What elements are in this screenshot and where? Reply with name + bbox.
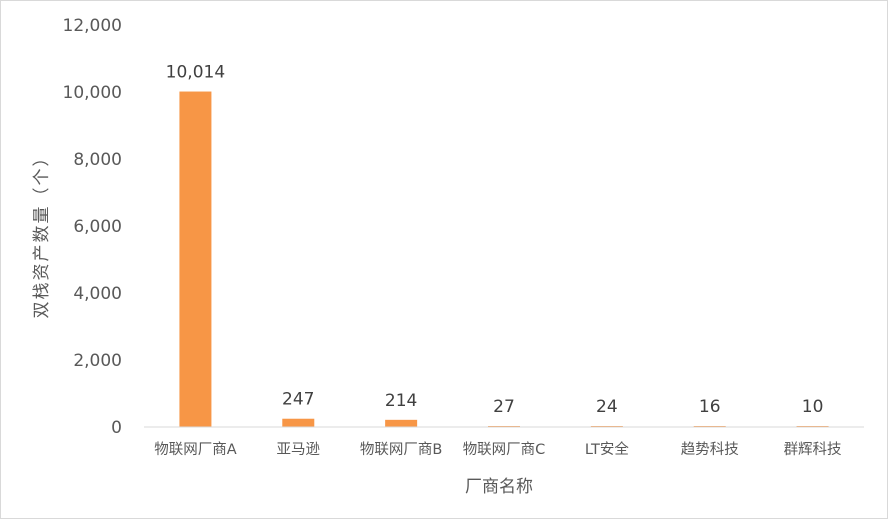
x-axis-title: 厂商名称: [465, 477, 533, 497]
category-label: 物联网厂商B: [360, 441, 442, 458]
y-tick-label: 8,000: [73, 150, 122, 170]
data-label: 10: [802, 397, 824, 417]
category-label: 群辉科技: [784, 441, 842, 458]
category-label: 亚马逊: [277, 441, 321, 458]
category-labels: 物联网厂商A 亚马逊 物联网厂商B 物联网厂商C LT安全 趋势科技 群辉科技: [154, 440, 841, 458]
y-tick-label: 12,000: [63, 16, 122, 36]
data-label: 10,014: [166, 63, 225, 83]
y-tick-label: 0: [111, 418, 122, 438]
bars: [179, 91, 829, 427]
category-label: 物联网厂商C: [463, 441, 546, 458]
category-label: 物联网厂商A: [154, 441, 236, 458]
data-label: 214: [385, 391, 417, 411]
category-label: 趋势科技: [681, 441, 739, 458]
category-label: LT安全: [585, 440, 629, 458]
data-labels: 10,014 247 214 27 24 16 10: [166, 63, 824, 417]
y-tick-label: 4,000: [73, 284, 122, 304]
y-axis-ticks: 0 2,000 4,000 6,000 8,000 10,000 12,000: [63, 16, 122, 438]
y-tick-label: 10,000: [63, 83, 122, 103]
bar: [179, 91, 212, 427]
data-label: 247: [282, 390, 314, 410]
y-tick-label: 2,000: [73, 351, 122, 371]
y-axis-title: 双栈资产数量（个）: [32, 148, 52, 319]
data-label: 24: [596, 397, 618, 417]
data-label: 27: [493, 397, 515, 417]
bar: [385, 419, 418, 427]
data-label: 16: [699, 397, 721, 417]
bar: [282, 418, 315, 427]
y-tick-label: 6,000: [73, 217, 122, 237]
